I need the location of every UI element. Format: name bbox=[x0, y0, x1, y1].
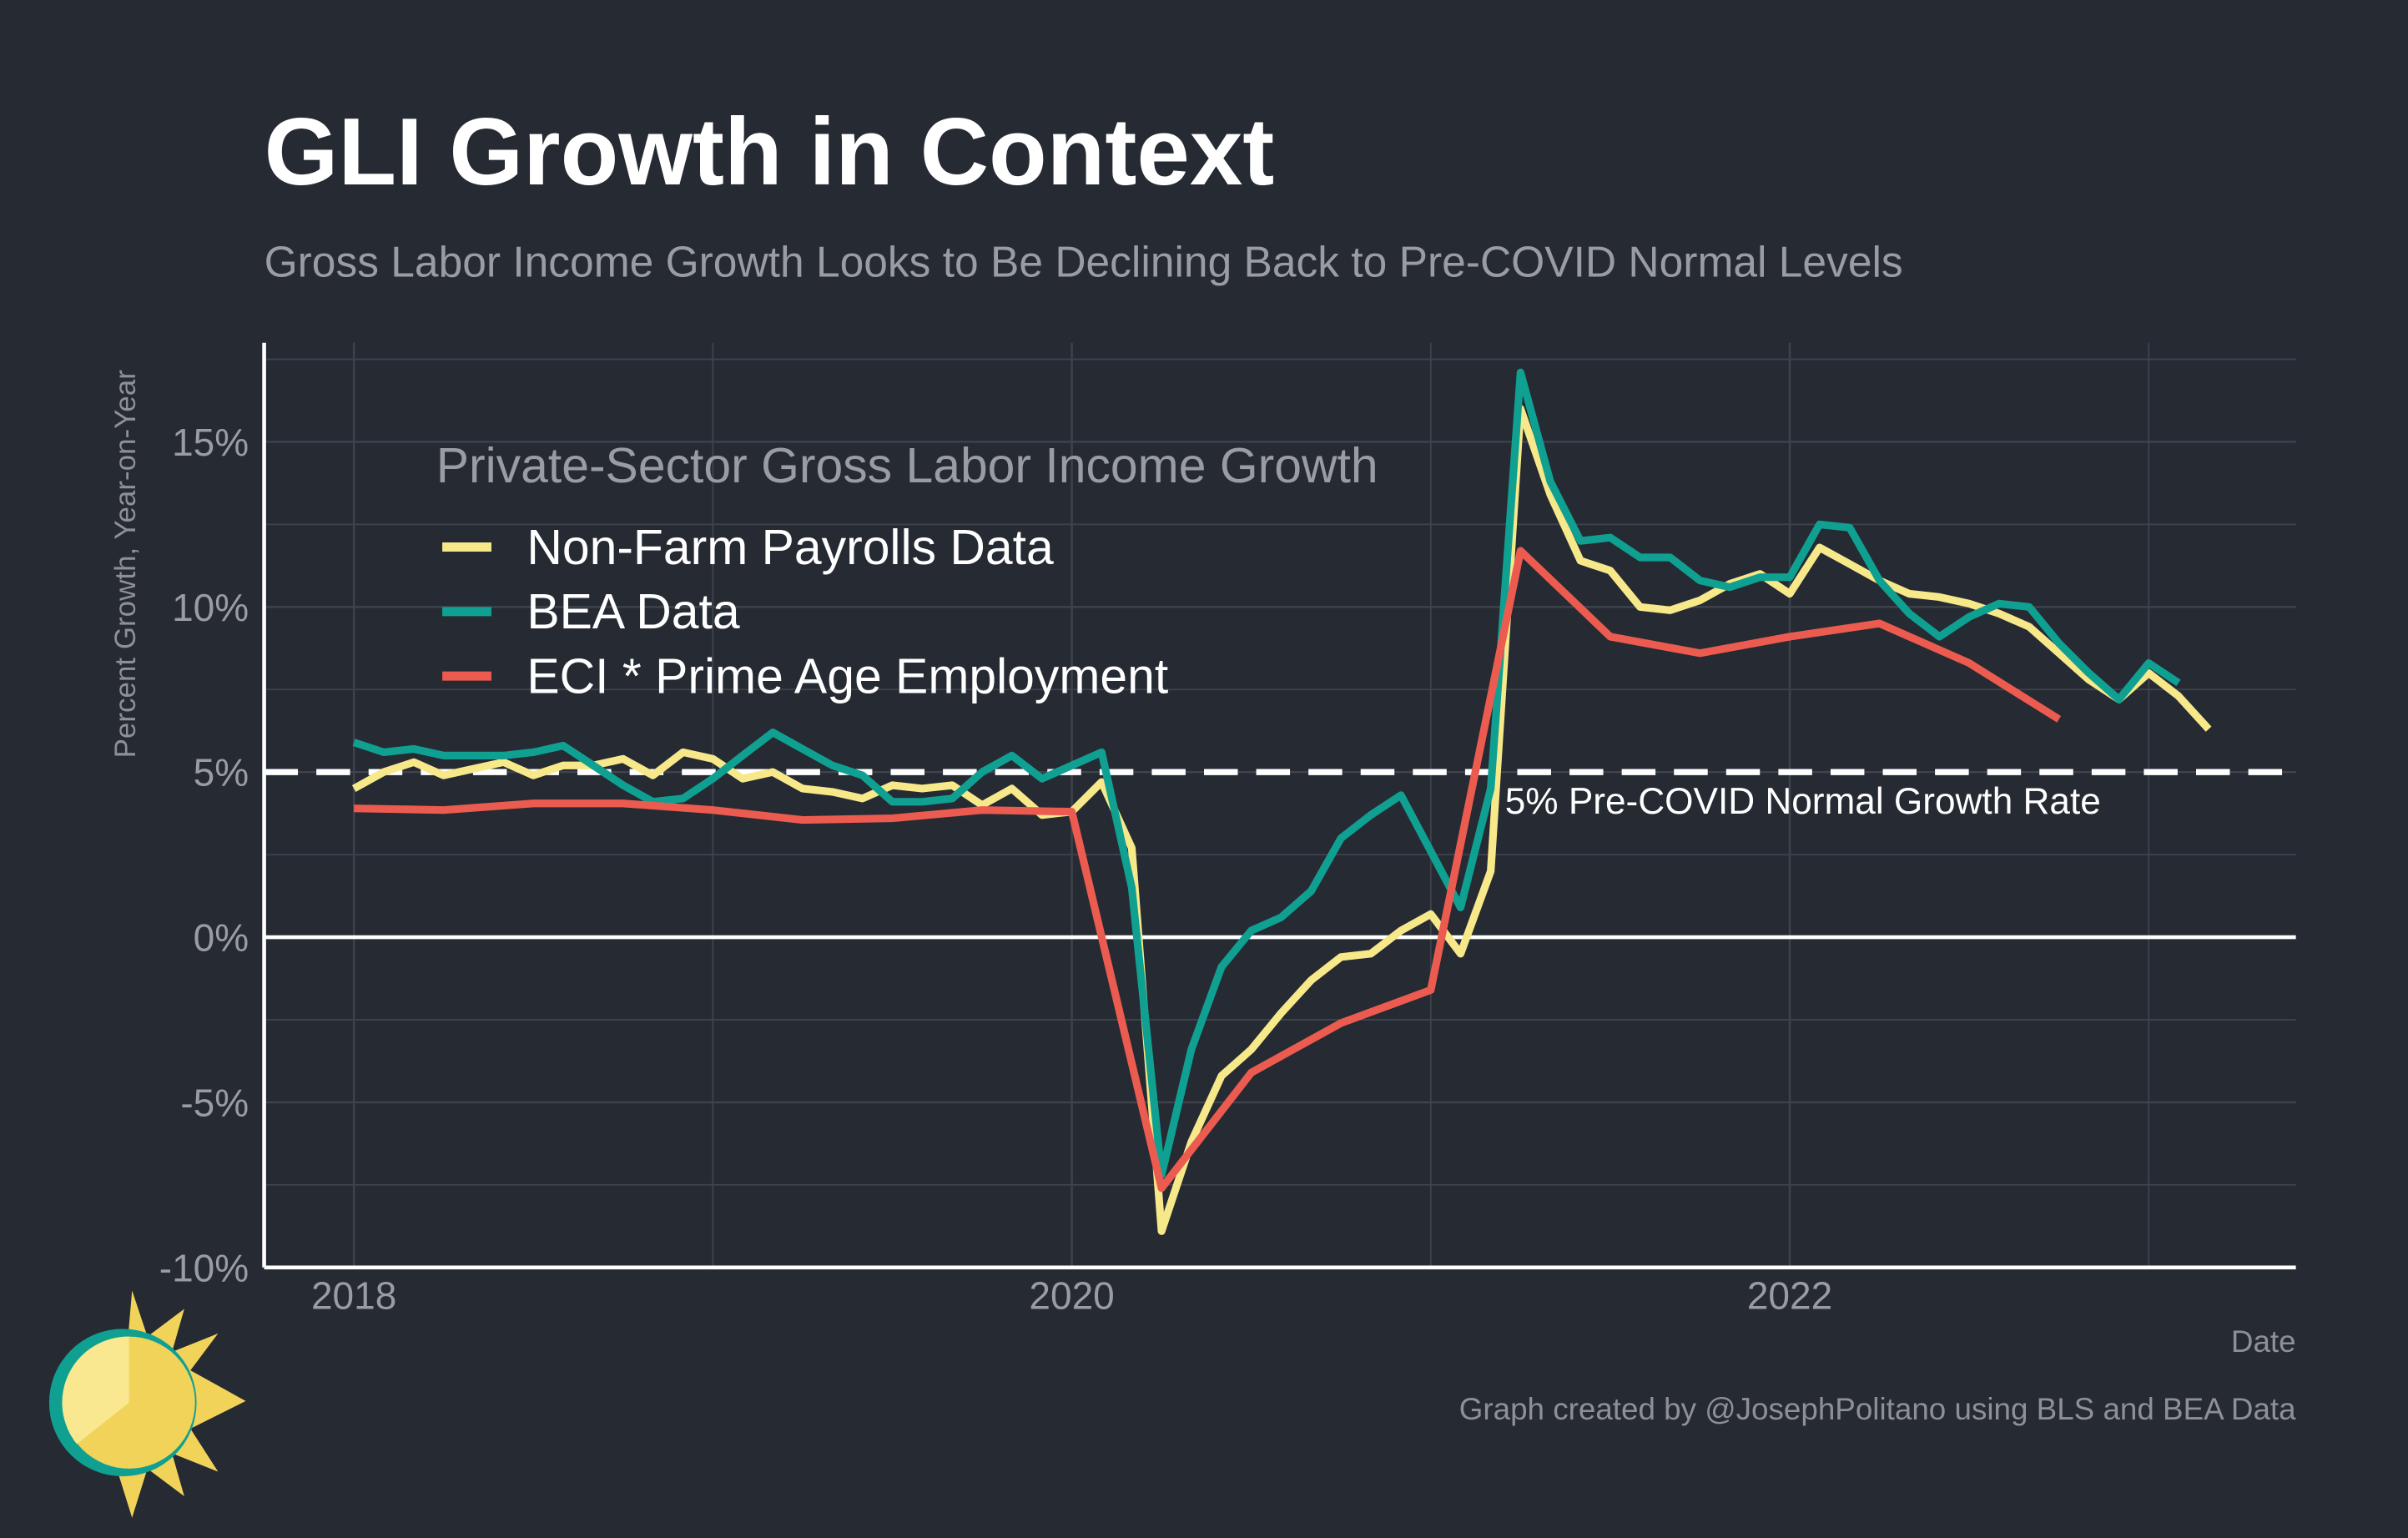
chart-title: GLI Growth in Context bbox=[264, 99, 1275, 205]
series-line bbox=[352, 368, 2181, 1179]
series-line bbox=[351, 405, 2212, 1235]
y-tick-label: 10% bbox=[172, 586, 249, 629]
caption: Graph created by @JosephPolitano using B… bbox=[1459, 1392, 2296, 1426]
logo bbox=[48, 1290, 246, 1518]
reference-label: 5% Pre-COVID Normal Growth Rate bbox=[1505, 781, 2101, 822]
legend-title: Private-Sector Gross Labor Income Growth bbox=[436, 439, 1378, 493]
plot-area: -10% -5% 0% 5% 10% 15% 2018 2020 2022 5% Pre-COVI… bbox=[159, 342, 2296, 1317]
x-tick-label: 2020 bbox=[1029, 1273, 1114, 1317]
x-tick-label: 2022 bbox=[1747, 1273, 1832, 1317]
y-tick-label: -10% bbox=[159, 1246, 249, 1289]
series-line bbox=[354, 547, 2062, 1193]
y-tick-label: -5% bbox=[180, 1081, 249, 1124]
y-axis-label: Percent Growth, Year-on-Year bbox=[109, 370, 142, 759]
y-tick-label: 5% bbox=[194, 751, 249, 794]
x-tick-label: 2018 bbox=[311, 1273, 396, 1317]
legend-label: Non-Farm Payrolls Data bbox=[526, 521, 1054, 575]
y-tick-label: 15% bbox=[172, 421, 249, 464]
x-axis-label: Date bbox=[2231, 1324, 2296, 1359]
legend-label: BEA Data bbox=[526, 585, 740, 639]
y-tick-label: 0% bbox=[194, 916, 249, 960]
sun-highlight bbox=[62, 1336, 129, 1445]
chart-subtitle: Gross Labor Income Growth Looks to Be De… bbox=[264, 238, 1903, 286]
legend-label: ECI * Prime Age Employment bbox=[526, 649, 1168, 703]
